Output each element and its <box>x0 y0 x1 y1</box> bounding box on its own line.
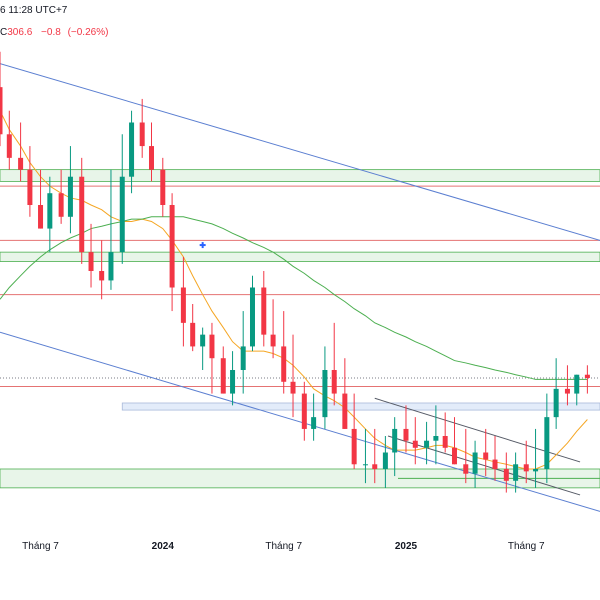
candle-body <box>331 370 337 394</box>
candle-body <box>372 464 378 469</box>
header-change-pct: (−0.26%) <box>67 27 109 38</box>
candle-body <box>392 428 398 453</box>
candle-body <box>79 176 85 253</box>
candle-body <box>451 447 457 465</box>
candle-body <box>523 464 529 472</box>
candle-body <box>492 459 498 469</box>
trendlines-layer <box>0 63 600 512</box>
candle-body <box>281 346 287 382</box>
candle-body <box>311 417 317 429</box>
candle-body <box>47 193 53 229</box>
chart-header: 6 11:28 UTC+7 C306.6 −0.8 (−0.26%) <box>0 0 600 40</box>
candle-body <box>88 252 94 271</box>
candle-body <box>472 452 478 474</box>
blue-zone <box>121 402 600 411</box>
support-zone <box>0 251 600 262</box>
candle-body <box>220 358 226 394</box>
candle-body <box>433 436 439 441</box>
candle-body <box>503 469 509 481</box>
candle-body <box>6 134 12 158</box>
header-datetime: 6 11:28 UTC+7 <box>0 5 68 16</box>
candle-body <box>564 388 570 394</box>
candle-body <box>382 452 388 469</box>
candle-body <box>270 334 276 347</box>
moving-averages-layer <box>0 110 588 470</box>
candle-body <box>230 370 236 394</box>
candle-body <box>27 169 33 205</box>
x-tick-label: 2025 <box>395 541 418 552</box>
candle-body <box>67 176 73 217</box>
candle-body <box>403 428 409 441</box>
overlays-layer <box>199 242 206 249</box>
candle-body <box>169 205 175 288</box>
candle-body <box>190 322 196 347</box>
header-price: 306.6 <box>7 27 33 38</box>
support-zone <box>0 468 600 489</box>
zones-layer <box>0 169 600 489</box>
candle-body <box>513 464 519 481</box>
candle-body <box>38 205 44 229</box>
candle-body <box>18 157 24 170</box>
header-symbol-fragment: C <box>0 27 8 38</box>
candle-body <box>412 440 418 448</box>
candle-body <box>424 440 430 448</box>
candle-body <box>553 388 559 418</box>
wedge-lower-line <box>387 435 581 496</box>
candle-body <box>544 417 550 469</box>
lower-channel-trendline <box>0 331 600 512</box>
candle-body <box>200 334 206 347</box>
candle-body <box>261 287 267 335</box>
candle-body <box>442 436 448 448</box>
candle-body <box>249 287 255 347</box>
candle-body <box>148 146 154 170</box>
x-tick-label: Tháng 7 <box>508 541 545 552</box>
candle-body <box>240 346 246 370</box>
long-moving-average <box>0 216 588 380</box>
x-tick-label: Tháng 7 <box>265 541 302 552</box>
candle-body <box>290 381 296 394</box>
support-zone <box>0 169 600 182</box>
header-change: −0.8 <box>41 27 61 38</box>
candle-body <box>463 464 469 474</box>
candle-body <box>362 464 368 466</box>
candle-body <box>574 374 580 394</box>
candle-body <box>301 393 307 429</box>
candle-body <box>483 452 489 460</box>
candle-body <box>0 87 3 135</box>
short-moving-average <box>0 110 588 470</box>
candle-body <box>180 287 186 323</box>
candle-body <box>342 393 348 429</box>
x-tick-label: Tháng 7 <box>22 541 59 552</box>
candle-body <box>129 122 135 177</box>
candle-body <box>351 428 357 465</box>
candle-body <box>533 469 539 472</box>
candle-body <box>160 169 166 205</box>
candle-body <box>209 334 215 359</box>
candle-body <box>119 176 125 253</box>
candle-body <box>99 271 105 281</box>
x-axis: Tháng 7 2024 Tháng 7 2025 Tháng 7 <box>22 541 545 552</box>
candle-body <box>139 122 145 147</box>
header-ohlc: C306.6 −0.8 (−0.26%) <box>0 27 108 38</box>
candles-layer <box>0 51 590 493</box>
levels-layer <box>0 185 600 479</box>
upper-channel-trendline <box>0 63 600 241</box>
x-tick-label: 2024 <box>152 541 175 552</box>
candle-body <box>108 252 114 281</box>
candle-body <box>58 193 64 217</box>
candle-body <box>322 370 328 418</box>
candle-body <box>584 374 590 379</box>
